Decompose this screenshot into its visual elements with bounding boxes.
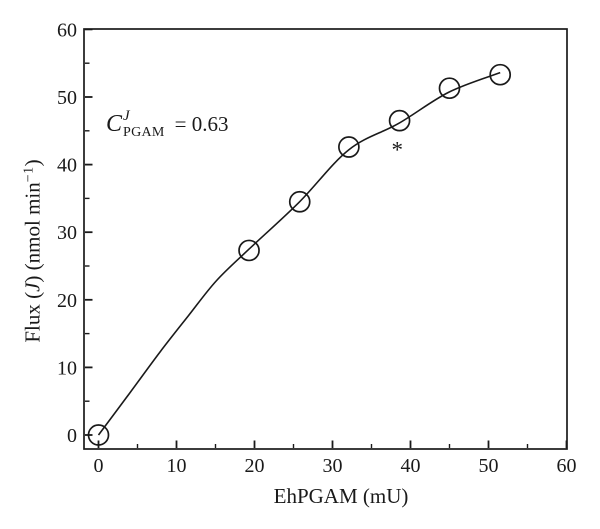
data-point-marker [438,77,461,100]
y-axis-label: Flux (J) (nmol min−1) [19,159,45,343]
y-label-exponent: −1 [21,166,37,183]
data-point-marker [238,239,260,262]
plot-frame [83,28,568,450]
x-tick-label: 50 [479,455,499,477]
y-tick-label: 40 [57,155,77,177]
y-label-post: ) [20,159,45,167]
data-point-marker [338,136,360,158]
y-tick-label: 0 [67,425,77,447]
annotation-supsub-stack: J PGAM [123,108,165,140]
significance-asterisk: * [391,138,403,163]
y-tick-label: 30 [57,222,77,244]
annotation-superscript-j: J [123,108,130,124]
x-axis-label: EhPGAM (mU) [273,484,409,508]
data-point-marker [288,190,311,213]
y-label-flux-symbol: J [20,282,45,292]
y-tick-label: 20 [57,290,77,312]
control-coefficient-annotation: C J PGAM = 0.63 [106,108,229,140]
y-tick-label: 10 [57,357,77,379]
x-tick-label: 0 [94,455,104,477]
annotation-c-symbol: C [106,111,123,137]
x-tick-label: 30 [323,455,343,477]
y-label-mid: ) (nmol min [20,182,45,283]
data-point-marker [489,63,512,86]
x-tick-label: 10 [167,455,187,477]
x-tick-label: 60 [557,455,577,477]
data-point-marker [388,109,411,132]
fit-curve [97,71,501,436]
annotation-subscript-pgam: PGAM [123,125,165,140]
annotation-value: = 0.63 [174,112,229,136]
y-tick-label: 60 [57,19,77,41]
x-tick-label: 40 [401,455,421,477]
x-tick-label: 20 [245,455,265,477]
data-point-marker [87,424,110,446]
y-tick-label: 50 [57,87,77,109]
y-label-pre: Flux ( [20,291,45,343]
